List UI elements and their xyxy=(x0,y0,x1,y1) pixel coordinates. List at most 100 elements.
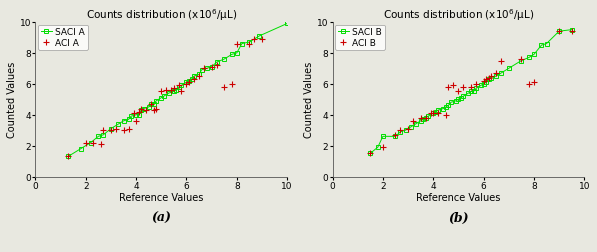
ACI B xyxy=(480,80,487,83)
Line: SACI B: SACI B xyxy=(368,28,574,156)
SACI B xyxy=(432,111,439,114)
ACI A xyxy=(213,65,220,68)
SACI A xyxy=(208,66,216,69)
SACI B xyxy=(460,95,467,98)
SACI A xyxy=(256,35,263,38)
Text: (b): (b) xyxy=(448,211,469,224)
SACI B xyxy=(538,44,545,47)
SACI A xyxy=(165,92,173,95)
ACI A xyxy=(100,129,107,132)
SACI A xyxy=(140,108,147,111)
Line: ACI B: ACI B xyxy=(368,29,574,156)
SACI A xyxy=(213,61,220,64)
ACI A xyxy=(143,109,150,112)
SACI B xyxy=(402,129,409,132)
SACI B xyxy=(424,115,432,118)
ACI A xyxy=(259,38,266,41)
SACI A xyxy=(178,84,185,87)
SACI A xyxy=(77,148,84,151)
ACI A xyxy=(221,86,228,89)
SACI A xyxy=(176,86,183,89)
SACI A xyxy=(186,80,193,83)
ACI B xyxy=(430,112,437,115)
SACI A xyxy=(145,106,152,109)
SACI B xyxy=(392,135,399,138)
SACI A xyxy=(221,58,228,61)
ACI B xyxy=(472,83,479,86)
SACI A xyxy=(228,54,235,57)
SACI B xyxy=(493,75,500,78)
ACI B xyxy=(568,30,576,34)
SACI B xyxy=(485,78,492,81)
ACI A xyxy=(137,108,144,111)
SACI B xyxy=(379,135,386,138)
SACI A xyxy=(238,43,245,46)
ACI A xyxy=(90,141,97,144)
ACI A xyxy=(153,108,160,111)
ACI B xyxy=(493,72,500,75)
ACI A xyxy=(107,129,115,132)
ACI B xyxy=(518,58,525,61)
Text: (a): (a) xyxy=(152,211,171,224)
ACI A xyxy=(228,83,235,86)
SACI A xyxy=(120,120,127,123)
ACI A xyxy=(150,109,158,112)
SACI B xyxy=(440,108,447,111)
X-axis label: Reference Values: Reference Values xyxy=(416,193,501,203)
SACI A xyxy=(195,74,202,77)
SACI B xyxy=(568,29,576,32)
ACI A xyxy=(190,78,198,81)
Y-axis label: Counted Values: Counted Values xyxy=(304,62,314,138)
ACI B xyxy=(417,117,424,120)
SACI B xyxy=(478,84,485,87)
SACI A xyxy=(100,134,107,137)
SACI A xyxy=(203,68,210,71)
ACI A xyxy=(64,155,72,158)
SACI B xyxy=(488,77,495,80)
ACI B xyxy=(498,60,505,63)
SACI B xyxy=(435,109,442,112)
SACI A xyxy=(173,89,180,92)
SACI B xyxy=(505,68,512,71)
SACI A xyxy=(183,81,190,84)
SACI B xyxy=(457,97,464,100)
ACI A xyxy=(112,128,119,131)
ACI B xyxy=(556,30,563,34)
SACI B xyxy=(445,105,452,108)
SACI B xyxy=(453,100,460,103)
Title: Counts distribution (x10$^6$/μL): Counts distribution (x10$^6$/μL) xyxy=(85,7,237,23)
ACI A xyxy=(158,91,165,94)
SACI A xyxy=(125,118,132,121)
SACI B xyxy=(465,92,472,95)
Y-axis label: Counted Values: Counted Values xyxy=(7,62,17,138)
SACI B xyxy=(518,60,525,63)
SACI A xyxy=(246,41,253,44)
SACI A xyxy=(153,100,160,103)
Title: Counts distribution (x10$^6$/μL): Counts distribution (x10$^6$/μL) xyxy=(383,7,534,23)
ACI B xyxy=(488,75,495,78)
ACI A xyxy=(201,68,208,71)
ACI B xyxy=(435,112,442,115)
SACI B xyxy=(412,123,419,126)
ACI B xyxy=(392,134,399,137)
SACI A xyxy=(95,135,102,138)
ACI B xyxy=(450,84,457,87)
SACI A xyxy=(147,103,155,106)
SACI A xyxy=(115,123,122,126)
SACI B xyxy=(467,91,475,94)
ACI A xyxy=(163,89,170,92)
ACI A xyxy=(120,129,127,132)
SACI B xyxy=(374,146,381,149)
SACI A xyxy=(128,115,135,118)
SACI A xyxy=(87,141,94,144)
ACI A xyxy=(82,141,90,144)
SACI A xyxy=(107,128,115,131)
SACI A xyxy=(158,97,165,100)
SACI B xyxy=(430,112,437,115)
ACI A xyxy=(183,83,190,86)
Line: SACI A: SACI A xyxy=(66,22,289,159)
ACI B xyxy=(485,77,492,80)
SACI B xyxy=(422,117,429,120)
ACI B xyxy=(404,128,411,131)
ACI A xyxy=(195,75,202,78)
